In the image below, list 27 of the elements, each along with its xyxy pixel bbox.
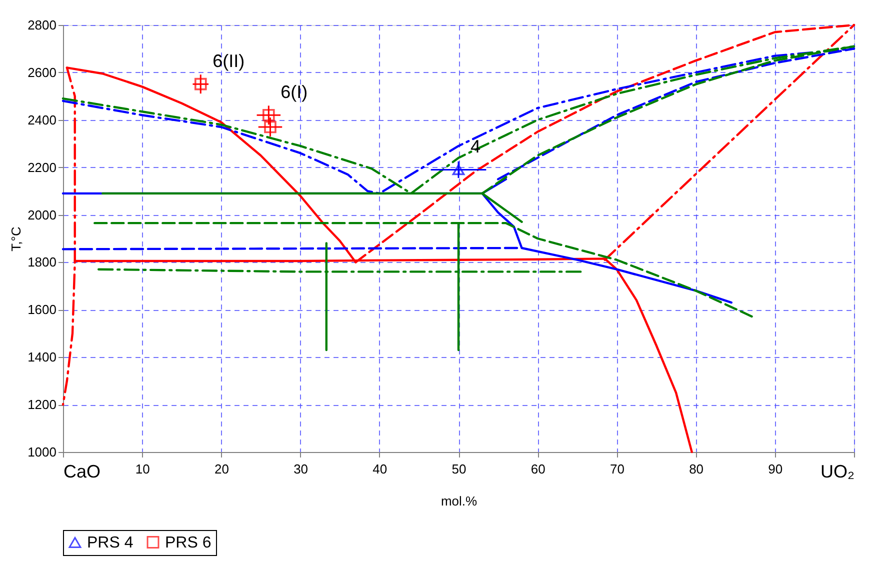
y-tick-label: 2000 bbox=[28, 207, 56, 222]
legend-label: PRS 6 bbox=[165, 534, 212, 552]
legend-label: PRS 4 bbox=[87, 534, 134, 552]
x-tick-label: 10 bbox=[135, 462, 150, 476]
x-tick-label: CaO bbox=[64, 462, 101, 482]
y-tick-label: 2600 bbox=[28, 64, 56, 80]
y-tick-label: 2200 bbox=[28, 160, 56, 175]
y-tick-label: 1400 bbox=[28, 350, 56, 365]
x-tick-label: 40 bbox=[372, 462, 388, 476]
y-tick-label: 2400 bbox=[28, 112, 56, 128]
x-tick-label: 70 bbox=[610, 462, 624, 476]
annotation: 6(II) bbox=[212, 51, 245, 72]
y-tick-label: 1800 bbox=[28, 254, 56, 270]
y-tick-label: 1600 bbox=[28, 302, 56, 318]
x-tick-label: 60 bbox=[530, 462, 546, 476]
x-tick-label: 50 bbox=[452, 462, 466, 476]
annotation: 6(I) bbox=[280, 82, 308, 102]
y-tick-label: 1200 bbox=[28, 397, 56, 412]
y-tick-label: 2800 bbox=[28, 18, 56, 32]
y-tick-label: 1000 bbox=[28, 444, 56, 460]
x-tick-label: 30 bbox=[294, 462, 308, 476]
x-tick-label: 80 bbox=[689, 462, 704, 476]
x-tick-label: 20 bbox=[214, 462, 229, 476]
x-tick-label: 90 bbox=[768, 462, 783, 476]
y-axis-title: T,°C bbox=[8, 226, 24, 252]
x-tick-label: UO₂ bbox=[820, 462, 854, 482]
x-axis-title: mol.% bbox=[440, 494, 478, 508]
